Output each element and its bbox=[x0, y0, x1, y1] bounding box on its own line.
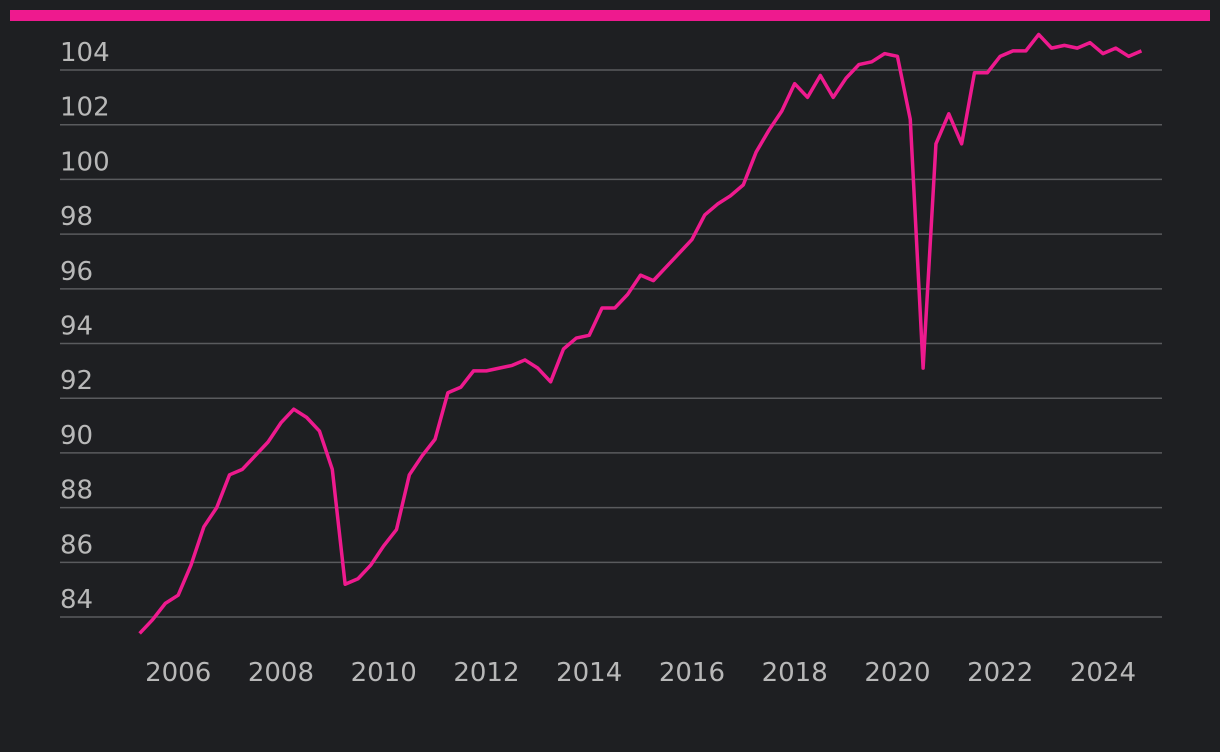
x-tick-label: 2008 bbox=[248, 658, 314, 688]
y-tick-label: 86 bbox=[60, 530, 93, 560]
y-tick-label: 92 bbox=[60, 366, 93, 396]
x-tick-label: 2014 bbox=[556, 658, 622, 688]
y-tick-label: 102 bbox=[60, 93, 110, 123]
x-tick-label: 2012 bbox=[453, 658, 519, 688]
x-tick-label: 2010 bbox=[351, 658, 417, 688]
y-tick-label: 94 bbox=[60, 312, 93, 342]
y-tick-label: 84 bbox=[60, 585, 93, 615]
x-tick-label: 2022 bbox=[967, 658, 1033, 688]
x-tick-label: 2024 bbox=[1070, 658, 1136, 688]
x-tick-label: 2016 bbox=[659, 658, 725, 688]
y-tick-label: 96 bbox=[60, 257, 93, 287]
y-tick-label: 90 bbox=[60, 421, 93, 451]
y-tick-label: 100 bbox=[60, 147, 110, 177]
data-line bbox=[138, 32, 1143, 635]
top-accent-bar bbox=[10, 10, 1210, 21]
y-tick-label: 98 bbox=[60, 202, 93, 232]
y-tick-label: 88 bbox=[60, 476, 93, 506]
x-tick-label: 2018 bbox=[762, 658, 828, 688]
x-tick-label: 2020 bbox=[864, 658, 930, 688]
x-tick-label: 2006 bbox=[145, 658, 211, 688]
y-tick-label: 104 bbox=[60, 38, 110, 68]
